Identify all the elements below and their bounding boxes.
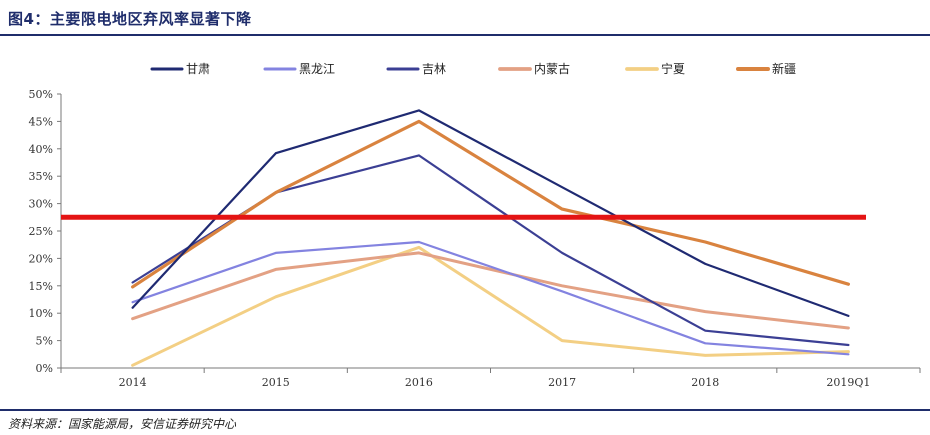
data-point [561, 186, 563, 188]
series-line-1 [131, 240, 850, 356]
data-point [131, 301, 133, 303]
data-point [418, 154, 420, 156]
y-tick-label: 40% [29, 143, 53, 156]
y-tick-label: 35% [29, 170, 53, 183]
x-tick-label: 2018 [691, 376, 719, 389]
data-point [275, 268, 277, 270]
source-note: 资料来源：国家能源局，安信证券研究中心 [8, 417, 237, 431]
data-point [418, 252, 420, 254]
y-tick-label: 0% [36, 362, 53, 375]
data-point [131, 286, 133, 288]
legend-label: 甘肃 [186, 62, 210, 76]
x-tick-label: 2019Q1 [826, 376, 870, 389]
legend-label: 新疆 [772, 61, 796, 76]
data-point [704, 241, 706, 243]
y-tick-label: 5% [36, 335, 53, 348]
series-line-0 [131, 109, 850, 317]
data-point [131, 364, 133, 366]
chart-title: 图4：主要限电地区弃风率显著下降 [8, 10, 252, 28]
series-line-4 [131, 245, 850, 367]
legend-label: 黑龙江 [299, 62, 335, 76]
data-point [561, 290, 563, 292]
y-tick-label: 45% [29, 115, 53, 128]
data-point [704, 354, 706, 356]
x-tick-label: 2014 [119, 376, 147, 389]
data-point [131, 307, 133, 309]
data-point [847, 344, 849, 346]
line-chart: 甘肃 黑龙江 吉林 内蒙古 宁夏 新疆 0% 5% 10% 15% 20% 25% 30% 35% 40%… [29, 61, 921, 389]
bottom-divider [0, 409, 930, 411]
data-point [418, 109, 420, 111]
data-point [275, 152, 277, 154]
data-point [561, 252, 563, 254]
data-point [418, 246, 420, 248]
series-line-3 [131, 251, 850, 330]
data-point [275, 252, 277, 254]
data-point [704, 310, 706, 312]
data-point [704, 330, 706, 332]
data-point [131, 317, 133, 319]
data-point [847, 327, 849, 329]
axes: 0% 5% 10% 15% 20% 25% 30% 35% 40% 45% 50% 2014 2015 2… [29, 88, 921, 389]
y-tick-label: 10% [29, 307, 53, 320]
data-point [561, 285, 563, 287]
series-group [131, 109, 851, 367]
top-divider [0, 34, 930, 36]
data-point [847, 353, 849, 355]
legend: 甘肃 黑龙江 吉林 内蒙古 宁夏 新疆 [150, 61, 796, 76]
legend-label: 内蒙古 [534, 61, 570, 76]
data-point [275, 191, 277, 193]
data-point [704, 263, 706, 265]
y-tick-label: 20% [29, 252, 53, 265]
y-tick-label: 25% [29, 225, 53, 238]
data-point [418, 120, 420, 122]
x-tick-label: 2016 [405, 376, 433, 389]
data-point [561, 208, 563, 210]
y-tick-label: 50% [29, 88, 53, 101]
legend-label: 宁夏 [661, 61, 685, 76]
data-point [131, 281, 133, 283]
data-point [704, 342, 706, 344]
x-tick-label: 2015 [262, 376, 290, 389]
x-tick-label: 2017 [548, 376, 576, 389]
data-point [847, 350, 849, 352]
data-point [847, 315, 849, 317]
y-tick-label: 30% [29, 198, 53, 211]
data-point [847, 283, 849, 285]
data-point [418, 241, 420, 243]
legend-label: 吉林 [422, 62, 446, 76]
y-tick-label: 15% [29, 280, 53, 293]
data-point [275, 296, 277, 298]
data-point [561, 339, 563, 341]
series-line-5 [131, 119, 851, 289]
